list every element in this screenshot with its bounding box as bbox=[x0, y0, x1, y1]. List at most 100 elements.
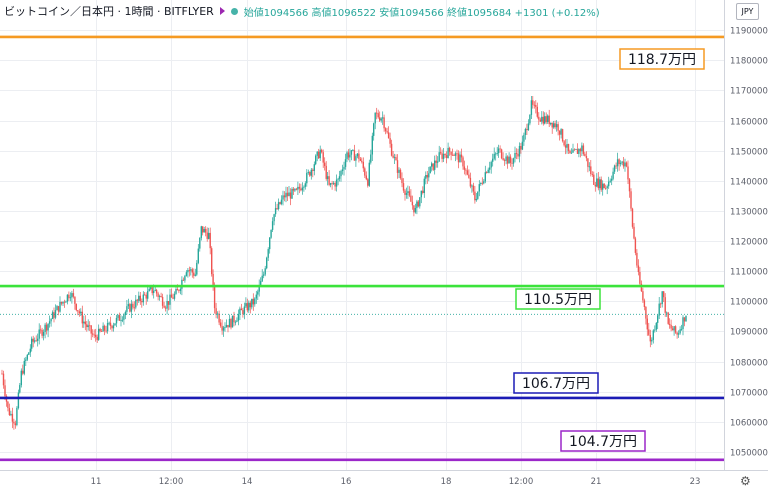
candle-body bbox=[133, 307, 135, 309]
candle-body bbox=[657, 315, 659, 323]
candle-body bbox=[395, 157, 397, 161]
candle-body bbox=[191, 269, 193, 273]
candle-body bbox=[78, 311, 80, 314]
candle-body bbox=[17, 392, 20, 408]
candle-body bbox=[420, 190, 422, 198]
candle-body bbox=[401, 178, 403, 184]
candle-body bbox=[619, 162, 622, 165]
visibility-icon[interactable] bbox=[230, 7, 238, 15]
candle-body bbox=[468, 174, 470, 178]
candle-body bbox=[75, 303, 77, 311]
candle-body bbox=[520, 146, 522, 150]
level-label-box[interactable] bbox=[515, 288, 601, 310]
flag-icon[interactable] bbox=[219, 7, 225, 15]
candle-body bbox=[542, 116, 544, 124]
candle-body bbox=[437, 161, 439, 163]
candle-body bbox=[93, 334, 95, 336]
price-tick-label: 1170000 bbox=[730, 87, 768, 97]
candle-body bbox=[524, 129, 527, 135]
candle-body bbox=[376, 112, 378, 114]
candle-body bbox=[367, 179, 369, 186]
candle-body bbox=[495, 153, 497, 155]
candle-body bbox=[477, 191, 479, 199]
candle-body bbox=[666, 312, 668, 314]
horizontal-lines[interactable]: 1187762118.7万円1105047110.5万円1067917106.7… bbox=[0, 30, 768, 466]
settings-gear-icon[interactable]: ⚙ bbox=[740, 474, 751, 488]
candle-body bbox=[541, 116, 543, 122]
candle-body bbox=[527, 123, 530, 131]
candle-body bbox=[637, 265, 640, 272]
candle-body bbox=[480, 182, 482, 184]
candle-body bbox=[65, 301, 67, 303]
candle-body bbox=[599, 179, 601, 189]
candle-body bbox=[289, 192, 292, 199]
candle-body bbox=[646, 318, 648, 330]
candle-body bbox=[203, 229, 205, 233]
candle-body bbox=[236, 320, 238, 322]
candle-body bbox=[416, 201, 418, 209]
candle-body bbox=[434, 160, 436, 170]
candle-body bbox=[512, 158, 515, 164]
candle-body bbox=[266, 257, 268, 269]
candle-body bbox=[685, 315, 687, 322]
candle-body bbox=[341, 169, 344, 171]
candle-body bbox=[645, 307, 647, 319]
candle-body bbox=[631, 208, 634, 227]
level-label-box[interactable] bbox=[513, 372, 599, 394]
candle-body bbox=[154, 289, 156, 291]
candle-body bbox=[405, 193, 408, 195]
level-label-box[interactable] bbox=[619, 48, 705, 70]
candle-body bbox=[514, 153, 516, 159]
level-label-box[interactable] bbox=[560, 430, 646, 452]
candle-body bbox=[553, 123, 555, 128]
candle-body bbox=[475, 198, 477, 201]
price-axis[interactable]: 1050000 1060000 1070000 1080000 1090000 11000… bbox=[724, 0, 768, 470]
candle-body bbox=[318, 151, 320, 159]
candle-body bbox=[472, 185, 475, 192]
time-tick-label: 21 bbox=[591, 477, 602, 487]
candle-body bbox=[551, 122, 553, 128]
candle-body bbox=[680, 329, 683, 330]
candle-body bbox=[414, 208, 417, 213]
candle-body bbox=[227, 325, 229, 328]
candle-body bbox=[136, 299, 138, 301]
candle-body bbox=[561, 129, 564, 142]
candle-body bbox=[141, 301, 143, 303]
candle-body bbox=[123, 315, 125, 320]
candle-body bbox=[432, 163, 434, 170]
symbol-label[interactable]: ビットコイン／日本円 · 1時間 · BITFLYER bbox=[4, 5, 214, 18]
candle-body bbox=[298, 186, 301, 189]
candle-body bbox=[532, 100, 534, 105]
candle-body bbox=[173, 293, 176, 299]
candle-body bbox=[377, 113, 379, 118]
candle-body bbox=[144, 294, 146, 296]
candle-body bbox=[163, 305, 165, 308]
candle-body bbox=[267, 249, 269, 258]
candle-body bbox=[158, 296, 161, 297]
candle-body bbox=[187, 270, 189, 273]
candle-body bbox=[465, 169, 467, 171]
price-tick-label: 1080000 bbox=[730, 359, 768, 369]
candle-body bbox=[72, 293, 75, 297]
currency-button[interactable]: JPY bbox=[736, 3, 759, 20]
candle-body bbox=[639, 272, 641, 284]
candle-body bbox=[68, 294, 70, 299]
candle-body bbox=[359, 158, 362, 161]
candle-body bbox=[621, 161, 623, 163]
candle-body bbox=[609, 180, 611, 182]
candle-body bbox=[671, 328, 674, 331]
time-axis[interactable]: 11 12:00 14 16 18 12:00 21 23 bbox=[0, 470, 768, 488]
candle-body bbox=[463, 166, 466, 170]
candle-body bbox=[321, 149, 323, 153]
candle-body bbox=[523, 134, 525, 142]
candle-body bbox=[264, 268, 266, 275]
candle-body bbox=[442, 153, 445, 159]
candle-body bbox=[77, 310, 79, 312]
candle-body bbox=[456, 153, 458, 155]
candle-body bbox=[215, 308, 217, 315]
candle-body bbox=[396, 160, 399, 173]
candle-body bbox=[135, 299, 137, 308]
candle-body bbox=[633, 226, 635, 239]
candle-body bbox=[276, 208, 278, 209]
